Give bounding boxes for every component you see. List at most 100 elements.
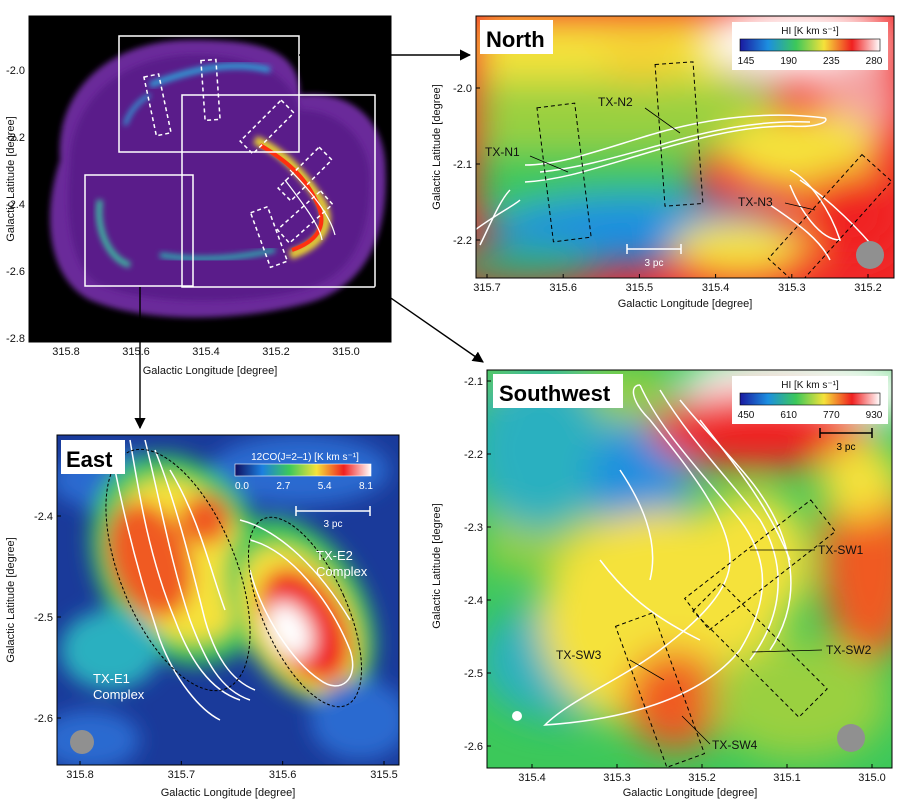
arrow-to-southwest bbox=[374, 286, 484, 363]
east-y-label: Galactic Latitude [degree] bbox=[5, 537, 17, 662]
label-tx-n3: TX-N3 bbox=[738, 195, 773, 209]
east-colorbar-tick: 0.0 bbox=[235, 481, 249, 492]
north-x-tick-label: 315.3 bbox=[778, 282, 806, 294]
southwest-x-tick-label: 315.1 bbox=[773, 772, 801, 784]
east-x-tick-label: 315.7 bbox=[168, 769, 196, 781]
overview-y-ticks: -2.0 -2.2 -2.4 -2.6 -2.8 bbox=[6, 65, 33, 345]
southwest-y-tick-label: -2.4 bbox=[464, 595, 483, 607]
label-tx-sw3: TX-SW3 bbox=[556, 648, 602, 662]
overview-y-tick-label: -2.6 bbox=[6, 266, 25, 278]
north-colorbar bbox=[739, 38, 881, 52]
label-tx-sw4: TX-SW4 bbox=[712, 738, 758, 752]
overview-x-tick-label: 315.4 bbox=[192, 346, 220, 358]
label-tx-e2: TX-E2 bbox=[316, 548, 353, 563]
southwest-y-label: Galactic Latitude [degree] bbox=[431, 503, 443, 628]
east-panel: East 12CO(J=2–1) [K km s⁻¹] 0.0 2.7 5.4 8.1… bbox=[5, 434, 400, 799]
southwest-panel: Southwest HI [K km s⁻¹] 450 610 770 930 3 p… bbox=[431, 369, 893, 799]
leader-tx-n1 bbox=[529, 155, 569, 173]
southwest-x-tick-label: 315.3 bbox=[603, 772, 631, 784]
east-colorbar bbox=[234, 463, 372, 477]
east-y-tick-label: -2.4 bbox=[34, 511, 53, 523]
east-colorbar-label: 12CO(J=2–1) [K km s⁻¹] bbox=[251, 452, 359, 463]
connector-arrows bbox=[134, 49, 484, 430]
southwest-scale-label: 3 pc bbox=[837, 442, 856, 453]
overview-x-ticks: 315.8 315.6 315.4 315.2 315.0 bbox=[52, 338, 360, 358]
southwest-x-tick-label: 315.4 bbox=[518, 772, 546, 784]
east-region-box bbox=[84, 174, 194, 287]
label-tx-n2: TX-N2 bbox=[598, 95, 633, 109]
overview-x-tick-label: 315.6 bbox=[122, 346, 150, 358]
southwest-frame bbox=[486, 369, 893, 769]
north-frame bbox=[475, 15, 895, 279]
north-y-tick-label: -2.0 bbox=[453, 83, 472, 95]
overview-y-label: Galactic Latitude [degree] bbox=[5, 116, 17, 241]
leader-tx-n2 bbox=[644, 107, 681, 134]
north-panel: North HI [K km s⁻¹] 145 190 235 280 3 pc TX… bbox=[431, 15, 895, 310]
southwest-y-tick-label: -2.2 bbox=[464, 449, 483, 461]
label-tx-sw2: TX-SW2 bbox=[826, 643, 872, 657]
north-y-label: Galactic Latitude [degree] bbox=[431, 84, 443, 209]
north-colorbar-tick: 235 bbox=[823, 56, 840, 67]
east-x-label: Galactic Longitude [degree] bbox=[161, 787, 296, 799]
overview-y-tick-label: -2.4 bbox=[6, 199, 25, 211]
east-title: East bbox=[66, 447, 113, 472]
southwest-x-tick-label: 315.0 bbox=[858, 772, 886, 784]
southwest-beam-circle bbox=[837, 724, 865, 752]
north-x-tick-label: 315.2 bbox=[854, 282, 882, 294]
east-frame bbox=[56, 434, 400, 766]
north-y-tick-label: -2.2 bbox=[453, 235, 472, 247]
southwest-x-ticks: 315.4 315.3 315.2 315.1 315.0 bbox=[518, 764, 886, 784]
east-image bbox=[57, 435, 399, 765]
north-scale-label: 3 pc bbox=[645, 258, 664, 269]
north-colorbar-ticks: 145 190 235 280 bbox=[738, 56, 883, 67]
overview-panel: 315.8 315.6 315.4 315.2 315.0 -2.0-2.2-2.4-2… bbox=[5, 15, 392, 377]
southwest-y-ticks: -2.1 -2.2 -2.3 -2.4 -2.5 -2.6 bbox=[464, 376, 491, 753]
label-tx-e1-complex: Complex bbox=[93, 687, 145, 702]
southwest-colorbar-ticks: 450 610 770 930 bbox=[738, 410, 883, 421]
north-x-tick-label: 315.7 bbox=[473, 282, 501, 294]
southwest-colorbar-tick: 930 bbox=[866, 410, 883, 421]
label-tx-n1: TX-N1 bbox=[485, 145, 520, 159]
overview-x-tick-label: 315.8 bbox=[52, 346, 80, 358]
southwest-region-box bbox=[181, 94, 376, 288]
east-y-tick-label: -2.5 bbox=[34, 612, 53, 624]
east-colorbar-tick: 8.1 bbox=[359, 481, 373, 492]
north-colorbar-tick: 280 bbox=[866, 56, 883, 67]
north-title-box bbox=[480, 20, 553, 54]
leader-tx-sw3 bbox=[629, 659, 665, 681]
north-colorbar-label: HI [K km s⁻¹] bbox=[781, 26, 839, 37]
east-y-tick-label: -2.6 bbox=[34, 713, 53, 725]
southwest-x-tick-label: 315.2 bbox=[688, 772, 716, 784]
east-x-tick-label: 315.8 bbox=[66, 769, 94, 781]
overview-y-tick-label: -2.0 bbox=[6, 65, 25, 77]
southwest-title: Southwest bbox=[499, 381, 611, 406]
north-x-tick-label: 315.6 bbox=[549, 282, 577, 294]
east-scale-label: 3 pc bbox=[324, 519, 343, 530]
southwest-marker-dot bbox=[512, 711, 522, 721]
overview-y-tick-label: -2.8 bbox=[6, 333, 25, 345]
north-y-ticks: -2.0 -2.1 -2.2 bbox=[453, 83, 480, 247]
southwest-y-tick-label: -2.6 bbox=[464, 741, 483, 753]
southwest-y-tick-label: -2.3 bbox=[464, 522, 483, 534]
overview-x-tick-label: 315.0 bbox=[332, 346, 360, 358]
southwest-colorbar bbox=[739, 392, 881, 406]
label-tx-sw1: TX-SW1 bbox=[818, 543, 864, 557]
leader-tx-sw2 bbox=[751, 649, 823, 653]
north-title: North bbox=[486, 27, 545, 52]
north-beam-circle bbox=[856, 241, 884, 269]
southwest-title-box bbox=[493, 374, 623, 408]
overview-x-tick-label: 315.2 bbox=[262, 346, 290, 358]
leader-tx-n3 bbox=[784, 202, 816, 211]
east-colorbar-tick: 2.7 bbox=[276, 481, 290, 492]
north-region-box bbox=[118, 35, 300, 153]
north-x-tick-label: 315.5 bbox=[626, 282, 654, 294]
east-x-tick-label: 315.5 bbox=[370, 769, 398, 781]
southwest-y-tick-label: -2.5 bbox=[464, 668, 483, 680]
southwest-colorbar-tick: 610 bbox=[780, 410, 797, 421]
east-title-box bbox=[61, 440, 125, 474]
southwest-y-tick-label: -2.1 bbox=[464, 376, 483, 388]
label-tx-e1: TX-E1 bbox=[93, 671, 130, 686]
overview-y-tick-label: -2.2 bbox=[6, 132, 25, 144]
leader-tx-sw4 bbox=[681, 715, 711, 745]
southwest-x-label: Galactic Longitude [degree] bbox=[623, 787, 758, 799]
